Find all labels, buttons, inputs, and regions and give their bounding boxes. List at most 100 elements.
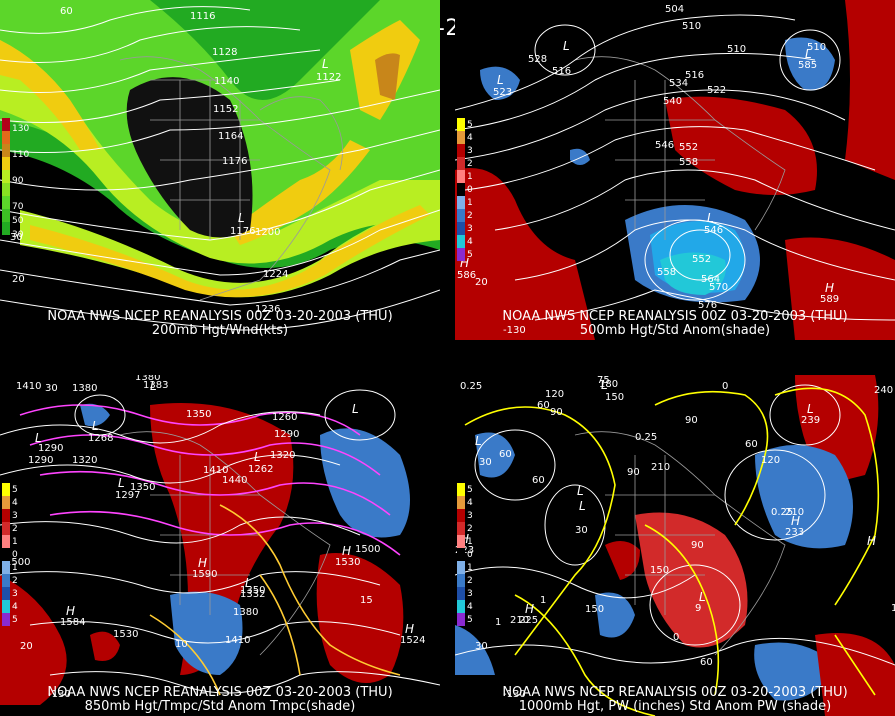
contour-label: 0 [673, 632, 679, 643]
low-center: L [92, 419, 99, 433]
low-center: L [563, 39, 570, 53]
map-500mb: 504 510 510 516 522 534 540 546 552 558 … [455, 0, 895, 340]
contour-label: 90 [691, 540, 704, 551]
contour-label: 0.25 [460, 381, 482, 392]
lat-label: 30 [45, 383, 58, 394]
low-center: L [322, 57, 329, 71]
contour-label: 1410 [16, 381, 41, 392]
panel-field-label: 200mb Hgt/Wnd(kts) [151, 323, 289, 338]
contour-label: 504 [665, 4, 684, 15]
contour-label: 1350 [186, 409, 211, 420]
contour-label: 60 [745, 439, 758, 450]
lon-label: -130 [48, 689, 71, 700]
anom-legend: 5 4 3 2 1 0 1 2 3 4 5 [457, 483, 479, 626]
contour-label: 15 [360, 595, 373, 606]
contour-label: 552 [679, 142, 698, 153]
contour-label: 30 [479, 457, 492, 468]
center-value: 1530 [335, 557, 360, 568]
high-center: H [198, 556, 207, 570]
lat-label: 20 [12, 274, 25, 285]
lat-label: 20 [20, 641, 33, 652]
low-center: L [254, 450, 261, 464]
contour-label: 516 [552, 66, 571, 77]
center-value: 233 [785, 527, 804, 538]
contour-label: 90 [685, 415, 698, 426]
contour-label: 60 [499, 449, 512, 460]
contour-label: 510 [682, 21, 701, 32]
low-center: L [475, 434, 482, 448]
contour-label: 552 [692, 254, 711, 265]
contour-label: 180 [599, 379, 618, 390]
contour-label: 564 [701, 274, 720, 285]
contour-label: 1290 [28, 455, 53, 466]
panel-field-label: 1000mb Hgt, PW (inches) Std Anom PW (sha… [518, 699, 832, 714]
contour-label: 1440 [222, 475, 247, 486]
contour-label: 540 [663, 96, 682, 107]
contour-label: 120 [761, 455, 780, 466]
contour-label: 1176 [222, 156, 247, 167]
center-value: 1122 [316, 72, 341, 83]
panel-1000mb: 0.25 180 150 120 90 60 0 90 0.25 60 120 … [455, 375, 895, 716]
center-value: 1383 [143, 380, 168, 391]
panel-credit: NOAA NWS NCEP REANALYSIS 00Z 03-20-2003 … [502, 685, 848, 700]
contour-label: 210 [510, 615, 529, 626]
panel-field-label: 500mb Hgt/Std Anom(shade) [579, 323, 771, 338]
center-value: 1524 [400, 635, 425, 646]
panel-credit: NOAA NWS NCEP REANALYSIS 00Z 03-20-2003 … [502, 309, 848, 324]
high-center: H [525, 602, 534, 616]
lat-label: 20 [475, 277, 488, 288]
low-center: L [577, 484, 584, 498]
high-center: H [460, 256, 469, 270]
contour-label: 0.25 [635, 432, 657, 443]
contour-label: 10 [175, 639, 188, 650]
high-center: H [342, 544, 351, 558]
contour-label: 150 [585, 604, 604, 615]
panel-credit: NOAA NWS NCEP REANALYSIS 00Z 03-20-2003 … [47, 685, 393, 700]
high-center: H [867, 534, 876, 548]
contour-label: 546 [655, 140, 674, 151]
contour-label: 576 [698, 300, 717, 311]
center-value: 75 [597, 375, 610, 386]
contour-label: 510 [727, 44, 746, 55]
contour-label: 0.25 [771, 507, 793, 518]
contour-label: 1380 [72, 383, 97, 394]
contour-label: 510 [807, 42, 826, 53]
contour-label: 1128 [212, 47, 237, 58]
high-center: H [66, 604, 75, 618]
center-value: 1590 [192, 569, 217, 580]
contour-label: 1500 [355, 544, 380, 555]
lat-label: 60 [60, 6, 73, 17]
contour-label: 60 [532, 475, 545, 486]
lat-label: 30 [10, 232, 23, 243]
center-value: 585 [798, 60, 817, 71]
low-center: L [150, 379, 157, 393]
contour-label: 120 [545, 389, 564, 400]
low-center: L [601, 378, 608, 392]
panel-500mb: 504 510 510 516 522 534 540 546 552 558 … [455, 0, 895, 340]
contour-label: 1 [891, 603, 895, 614]
anom-legend: 5 4 3 2 1 0 1 2 3 4 5 [457, 118, 479, 261]
contour-label: 210 [785, 507, 804, 518]
contour-label: 1260 [272, 412, 297, 423]
contour-label: 1410 [225, 635, 250, 646]
contour-label: 558 [657, 267, 676, 278]
lon-label: -130 [503, 689, 526, 700]
low-center: L [352, 402, 359, 416]
contour-label: 1236 [255, 304, 280, 315]
low-center: L [118, 476, 125, 490]
contour-label: 240 [874, 385, 893, 396]
contour-label: 1530 [113, 629, 138, 640]
contour-label: 1350 [240, 585, 265, 596]
contour-label: 0 [722, 381, 728, 392]
contour-label: 1320 [270, 450, 295, 461]
anom-legend: 5 4 3 2 1 0 1 2 3 4 5 [2, 483, 24, 626]
low-center: L [497, 73, 504, 87]
low-center: L [707, 211, 714, 225]
contour-label: 1116 [190, 11, 215, 22]
contour-label: 534 [669, 78, 688, 89]
contour-label: 1140 [214, 76, 239, 87]
contour-label: 90 [550, 407, 563, 418]
center-value: 225 [519, 615, 538, 626]
contour-label: 1500 [5, 557, 30, 568]
low-center: L [579, 499, 586, 513]
